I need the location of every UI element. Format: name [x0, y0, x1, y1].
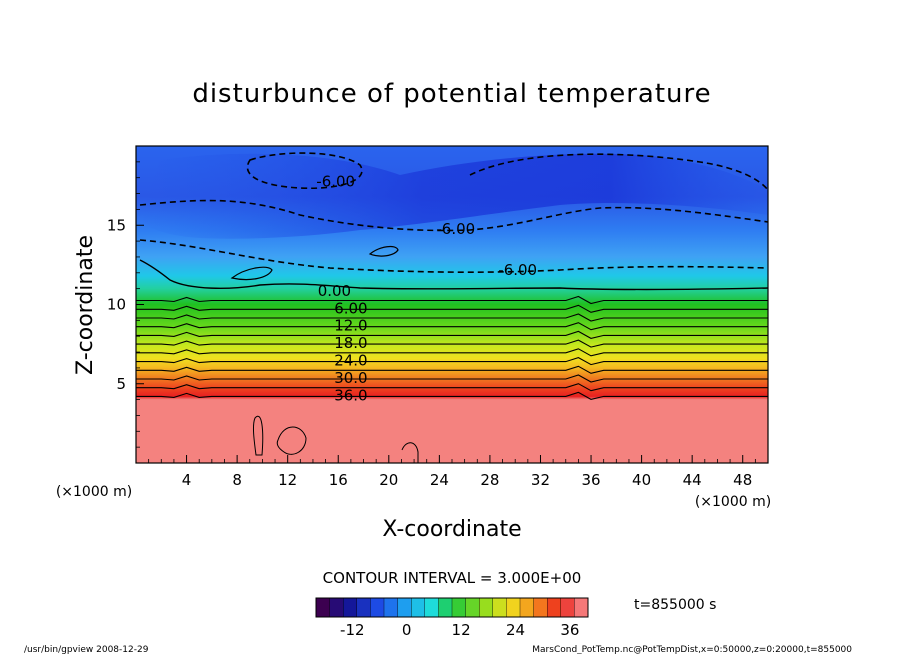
colorbar-cell	[397, 597, 412, 618]
contour-label: -6.00	[436, 220, 475, 238]
time-label: t=855000 s	[634, 597, 716, 613]
footer-left: /usr/bin/gpview 2008-12-29	[24, 645, 149, 654]
colorbar-cell	[547, 597, 562, 618]
colorbar-cell	[370, 597, 385, 618]
colorbar-tick-label: 36	[560, 621, 579, 639]
contour-label: 0.00	[318, 282, 351, 300]
zero-contour	[139, 259, 768, 291]
contour-label: 6.00	[334, 299, 367, 317]
colorbar-cell	[451, 597, 467, 618]
colorbar-cell	[492, 597, 507, 618]
solid-contours	[136, 295, 768, 400]
contour-label: 24.0	[334, 352, 367, 370]
x-tick-label: 40	[632, 471, 651, 489]
contour-label: 18.0	[334, 334, 367, 352]
contour-label: 36.0	[334, 386, 367, 404]
x-tick-label: 44	[683, 471, 702, 489]
contour-label: -6.00	[316, 173, 355, 191]
solid-contour-line	[136, 295, 768, 305]
colorbar-cell	[411, 597, 426, 618]
y-tick-label: 5	[116, 375, 126, 393]
solid-contour-line	[136, 365, 768, 374]
colorbar-cell	[574, 597, 589, 618]
y-axis-title: Z-coordinate	[73, 235, 98, 375]
solid-contour-line	[136, 313, 768, 322]
solid-contour-line	[136, 391, 768, 400]
small-contour-c	[401, 442, 419, 463]
contour-label: -6.00	[498, 261, 537, 279]
solid-contour-line	[136, 357, 768, 366]
colorbar-frame	[315, 597, 589, 618]
colorbar-tick-label: 24	[506, 621, 525, 639]
colorbar-cell	[315, 597, 331, 618]
colorbar-cell	[519, 597, 535, 618]
colorbar-cell	[424, 597, 439, 618]
contour-label: 12.0	[334, 317, 367, 335]
solid-contour-line	[136, 304, 768, 313]
colorbar-cell	[329, 597, 344, 618]
x-tick-label: 4	[182, 471, 192, 489]
x-unit-label: (×1000 m)	[695, 494, 771, 510]
x-tick-label: 36	[581, 471, 600, 489]
footer-right: MarsCond_PotTemp.nc@PotTempDist,x=0:5000…	[532, 645, 852, 654]
dashed-contour-lower	[139, 239, 768, 273]
colorbar-cell	[479, 597, 494, 618]
small-contour-b	[276, 426, 307, 455]
dashed-contour-middle	[139, 199, 768, 232]
y-unit-label: (×1000 m)	[56, 484, 132, 500]
x-tick-label: 24	[430, 471, 449, 489]
colorbar-tick-label: 0	[402, 621, 412, 639]
small-contour-a	[252, 415, 264, 456]
contour-label: 30.0	[334, 369, 367, 387]
colorbar-tick-label: 12	[452, 621, 471, 639]
solid-contour-line	[136, 383, 768, 392]
colorbar	[315, 597, 589, 618]
x-tick-label: 32	[531, 471, 550, 489]
y-tick-label: 10	[107, 296, 126, 314]
solid-contour-line	[136, 348, 768, 357]
colorbar-cell	[343, 597, 358, 618]
solid-contour-line	[136, 374, 768, 383]
x-tick-label: 16	[329, 471, 348, 489]
colorbar-cell	[533, 597, 548, 618]
closed-contour-2	[368, 245, 399, 257]
dashed-contour-upper-right	[469, 153, 768, 191]
solid-contour-line	[136, 330, 768, 339]
x-axis-title: X-coordinate	[382, 517, 521, 542]
solid-contour-line	[136, 322, 768, 331]
colorbar-tick-label: -12	[340, 621, 365, 639]
x-tick-label: 12	[278, 471, 297, 489]
colorbar-cell	[560, 597, 575, 618]
plot-area	[136, 146, 768, 463]
colorbar-cell	[383, 597, 399, 618]
solid-contour-line	[136, 339, 768, 348]
colorbar-cell	[506, 597, 521, 618]
x-tick-label: 20	[379, 471, 398, 489]
contour-labels: -6.00 -6.00 -6.00 0.006.0012.018.024.030.03…	[316, 173, 537, 405]
colorbar-ticks: -12 0 12 24 36	[340, 621, 579, 639]
deep-blue-region	[140, 153, 768, 239]
colorbar-cell	[438, 597, 453, 618]
y-axis: 5 10 15	[107, 161, 144, 448]
colorbar-cell	[465, 597, 480, 618]
x-tick-label: 8	[232, 471, 242, 489]
chart-title: disturbunce of potential temperature	[192, 79, 711, 109]
contour-interval-text: CONTOUR INTERVAL = 3.000E+00	[323, 569, 582, 587]
dashed-contour-upper	[246, 152, 363, 190]
x-tick-label: 48	[733, 471, 752, 489]
closed-contour-1	[230, 266, 273, 281]
colorbar-cell	[356, 597, 371, 618]
x-axis: 4 8 12 16 20 24 28 32 36 40 44 48	[148, 455, 756, 489]
y-tick-label: 15	[107, 216, 126, 234]
x-tick-label: 28	[480, 471, 499, 489]
